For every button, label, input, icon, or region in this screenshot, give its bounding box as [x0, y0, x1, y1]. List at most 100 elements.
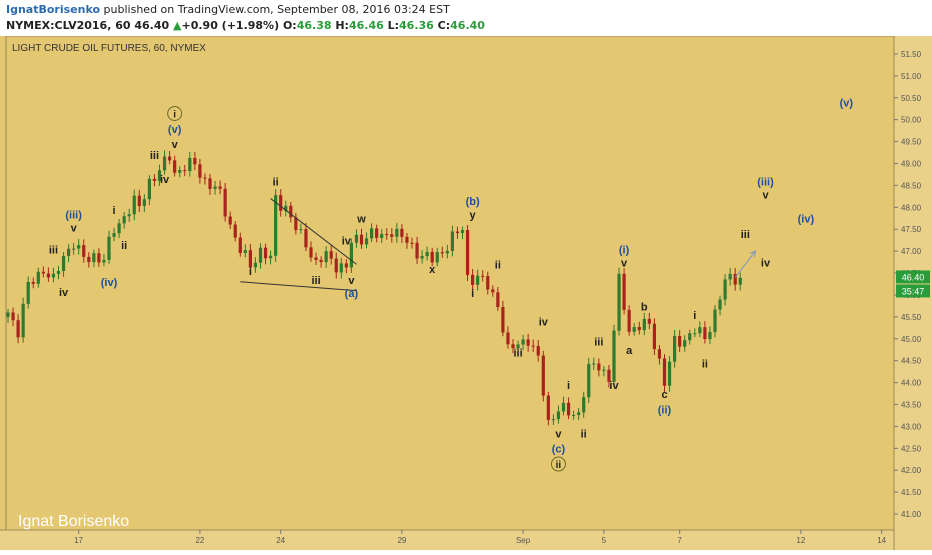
y-tick-label: 44.00 [901, 379, 922, 388]
candle-body [637, 326, 641, 331]
projection-arrow-line [734, 250, 756, 278]
wave-label: v [71, 222, 78, 234]
low-value: 46.36 [399, 19, 434, 32]
wave-label: iv [761, 257, 771, 269]
candle-body [662, 358, 667, 386]
wave-label-circle [550, 456, 566, 472]
candle-body [476, 275, 480, 285]
wave-label: (iii) [757, 176, 774, 188]
candle-body [425, 251, 429, 257]
wave-label: y [470, 209, 477, 221]
candle-body [435, 252, 439, 263]
y-tick-label: 48.00 [901, 203, 922, 212]
wave-label: a [626, 345, 633, 357]
trendline [270, 198, 357, 265]
candle-body [420, 256, 424, 259]
wave-label: iv [342, 236, 352, 248]
candle-body [460, 230, 465, 234]
wave-label: ii [273, 176, 279, 188]
x-tick-label: Sep [516, 536, 531, 545]
trendline [240, 281, 357, 292]
candle-body [380, 234, 384, 238]
wave-label: iv [539, 317, 549, 329]
candle-body [410, 242, 414, 244]
candle-body [274, 195, 278, 256]
candle-body [218, 186, 222, 189]
candle-body [51, 273, 56, 278]
candle-body [82, 245, 86, 257]
y-tick-label: 42.00 [901, 466, 922, 475]
candle-body [718, 299, 722, 310]
candle-body [314, 257, 318, 260]
candle-body [723, 279, 727, 300]
wave-label: (c) [552, 444, 566, 456]
candle-body [21, 303, 25, 338]
wave-label: (iii) [65, 209, 82, 221]
candle-body [622, 273, 626, 310]
candle-body [26, 281, 30, 304]
candle-body [243, 250, 247, 253]
candle-body [279, 195, 283, 211]
price-chart[interactable]: LIGHT CRUDE OIL FUTURES, 60, NYMEX 51.50… [0, 35, 932, 550]
close-value: 46.40 [450, 19, 485, 32]
candle-body [339, 263, 343, 273]
open-value: 46.38 [296, 19, 332, 32]
y-tick-label: 48.50 [901, 181, 922, 190]
y-tick-label: 42.50 [901, 444, 922, 453]
candle-body [319, 259, 323, 263]
y-tick-label: 45.00 [901, 335, 922, 344]
candle-body [258, 247, 263, 263]
wave-label: v [172, 139, 179, 151]
high-value: 46.46 [348, 19, 384, 32]
candle-body [486, 276, 490, 290]
last-price-box [896, 270, 930, 284]
candle-body [688, 333, 692, 341]
wave-label: v [555, 428, 562, 440]
candle-body [198, 164, 202, 178]
candle-body [152, 178, 157, 181]
publish-info: IgnatBorisenko published on TradingView.… [6, 3, 450, 16]
candle-body [359, 234, 364, 245]
candle-body [556, 411, 561, 420]
candle-body [491, 289, 495, 293]
candle-body [728, 273, 732, 280]
candle-body [147, 178, 151, 200]
candle-body [536, 345, 540, 356]
candle-body [445, 250, 449, 254]
time-axis[interactable] [0, 530, 894, 550]
candle-body [16, 320, 20, 338]
wave-label-circle [167, 105, 183, 121]
candle-body [309, 247, 313, 258]
last-price-badge: 46.40 35:47 [896, 270, 930, 298]
chart-area[interactable]: LIGHT CRUDE OIL FUTURES, 60, NYMEX 51.50… [0, 35, 932, 550]
x-tick-label: 29 [397, 536, 406, 545]
y-tick-label: 49.00 [901, 160, 922, 169]
wave-label: ii [702, 358, 708, 370]
y-tick-label: 41.00 [901, 510, 922, 519]
wave-label: iii [49, 244, 58, 256]
wave-label: v [348, 275, 355, 287]
countdown-tag: 35:47 [902, 286, 925, 296]
candle-body [501, 307, 505, 333]
author-link[interactable]: IgnatBorisenko [6, 3, 101, 16]
candle-body [612, 330, 616, 382]
candle-body [450, 231, 454, 251]
y-tick-label: 51.00 [901, 72, 922, 81]
wave-label: (v) [168, 124, 182, 136]
candle-body [132, 195, 136, 215]
wave-label: b [641, 301, 648, 313]
candle-body [440, 252, 444, 254]
candle-body [673, 335, 677, 362]
open-label: O: [282, 19, 297, 32]
candle-body [324, 251, 328, 263]
candle-body [683, 340, 687, 347]
chart-background [0, 36, 932, 550]
candle-body [592, 363, 596, 365]
candle-body [92, 253, 96, 263]
wave-label: (iv) [798, 214, 815, 226]
candle-body [329, 251, 333, 259]
candle-body [405, 236, 409, 243]
wave-label: (i) [619, 244, 630, 256]
publish-header: IgnatBorisenko published on TradingView.… [0, 0, 932, 36]
wave-label: (iv) [101, 277, 118, 289]
